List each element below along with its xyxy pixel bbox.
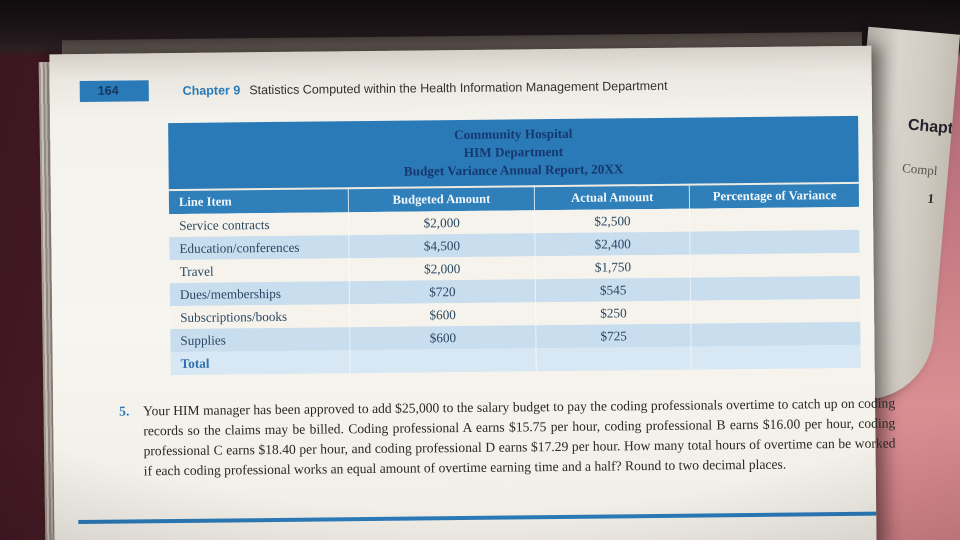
cell-actual: $2,400 <box>534 232 691 257</box>
cell-actual <box>536 347 692 372</box>
page-number: 164 <box>79 80 149 103</box>
next-page-fragment-number: 1 <box>927 190 935 207</box>
chapter-label: Chapter 9 <box>182 82 241 98</box>
cell-variance <box>689 207 860 233</box>
cell-actual: $2,500 <box>534 209 691 234</box>
column-header-line-item: Line Item <box>168 188 349 215</box>
cell-variance <box>691 322 861 348</box>
cell-variance <box>690 276 860 302</box>
page-bottom-rule <box>78 511 877 525</box>
chapter-header: 164 Chapter 9 Statistics Computed within… <box>79 75 668 103</box>
cell-budgeted: $4,500 <box>348 233 536 259</box>
question-text: Your HIM manager has been approved to ad… <box>143 395 896 479</box>
cell-line-item: Service contracts <box>169 212 349 238</box>
column-header-variance: Percentage of Variance <box>689 183 860 210</box>
cell-line-item: Travel <box>169 258 350 284</box>
budget-variance-table: Community Hospital HIM Department Budget… <box>168 115 861 376</box>
cell-actual: $1,750 <box>535 255 691 280</box>
cell-line-item: Education/conferences <box>169 235 349 261</box>
exercise-question-5: 5. Your HIM manager has been approved to… <box>119 393 896 482</box>
column-header-budgeted: Budgeted Amount <box>348 186 535 213</box>
cell-line-item: Dues/memberships <box>169 281 350 307</box>
cell-line-item: Subscriptions/books <box>170 304 350 330</box>
cell-actual: $725 <box>535 324 692 349</box>
cell-actual: $250 <box>535 301 692 326</box>
cell-actual: $545 <box>535 278 691 303</box>
next-page-fragment-complete: Compl <box>901 160 939 179</box>
column-header-actual: Actual Amount <box>534 185 690 211</box>
cell-line-item: Total <box>170 350 351 376</box>
chapter-title: Statistics Computed within the Health In… <box>249 78 668 97</box>
cell-variance <box>691 345 861 371</box>
cell-variance <box>690 299 861 325</box>
cell-budgeted: $600 <box>349 302 536 328</box>
question-number: 5. <box>119 403 130 419</box>
next-page-fragment-chapter: Chapt <box>907 116 954 138</box>
cell-budgeted: $2,000 <box>348 210 535 236</box>
cell-variance <box>690 253 860 279</box>
table-title: Community Hospital HIM Department Budget… <box>168 115 859 191</box>
cell-line-item: Supplies <box>170 327 350 353</box>
cell-variance <box>690 230 860 256</box>
cell-budgeted <box>349 348 537 374</box>
cell-budgeted: $2,000 <box>348 256 536 282</box>
book-page: 164 Chapter 9 Statistics Computed within… <box>49 45 896 540</box>
cell-budgeted: $720 <box>349 279 536 305</box>
cell-budgeted: $600 <box>349 325 537 351</box>
